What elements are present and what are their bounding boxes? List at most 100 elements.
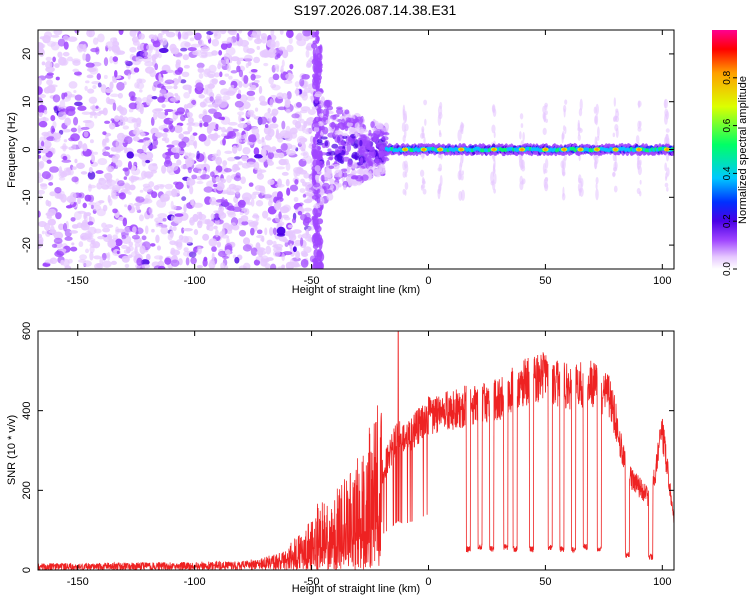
spectrogram-cell: [221, 197, 226, 206]
spectrogram-cell: [123, 136, 133, 145]
spectrogram-cell: [423, 136, 426, 146]
spectrogram-cell: [181, 71, 190, 78]
spectrogram-cell: [198, 170, 202, 174]
spectrogram-cell: [281, 252, 286, 262]
spectrogram-cell: [276, 226, 286, 236]
spectrogram-cell: [286, 90, 292, 100]
spectrogram-cell: [241, 154, 248, 162]
spectrogram-cell: [300, 250, 307, 256]
spectrogram-cell: [275, 166, 286, 170]
spectrogram-cell: [198, 133, 207, 142]
spectrogram-cell: [43, 31, 53, 39]
spectrogram-cell: [223, 167, 232, 173]
spectrogram-cell: [96, 111, 102, 117]
spectrogram-cell: [106, 234, 113, 240]
spectrogram-cell: [203, 122, 209, 127]
spectrogram-cell: [62, 35, 69, 42]
spectrogram-cell: [564, 99, 568, 105]
spectrogram-cell: [613, 161, 617, 172]
spectrogram-cell: [263, 62, 269, 67]
spectrogram-cell: [101, 138, 107, 148]
spectrogram-cell: [519, 131, 522, 140]
spectrogram-cell: [39, 112, 44, 116]
spectrogram-cell: [157, 213, 168, 219]
spectrogram-cell: [286, 131, 293, 139]
spectrogram-cell: [206, 218, 211, 225]
spectrogram-cell: [40, 140, 45, 147]
spectrogram-cell: [211, 50, 218, 56]
spectrogram-cell: [82, 53, 87, 61]
spectrogram-cell: [270, 30, 275, 36]
spectrogram-cell: [562, 148, 566, 151]
spectrogram-cell: [219, 30, 227, 35]
spectrogram-cell: [460, 124, 464, 132]
spectrogram-cell: [237, 161, 243, 166]
spectrogram-cell: [519, 113, 524, 120]
spectrogram-cell: [88, 96, 98, 104]
spectrogram-cell: [142, 185, 153, 192]
spectrogram-cell: [47, 218, 56, 226]
spectrogram-cell: [58, 194, 64, 200]
spectrogram-cell: [240, 176, 246, 185]
spectrogram-cell: [112, 102, 117, 111]
spectrogram-cell: [542, 127, 547, 136]
spectrogram-cell: [311, 31, 317, 38]
spectrogram-cell: [227, 121, 238, 126]
spectrogram-cell: [299, 188, 306, 193]
spectrogram-cell: [344, 109, 350, 115]
spectrogram-cell: [229, 42, 240, 46]
spectrogram-cell: [76, 162, 85, 169]
spectrogram-cell: [46, 159, 52, 164]
spectrogram-cell: [420, 184, 426, 189]
spectrogram-cell: [116, 250, 120, 255]
spectrogram-cell: [68, 81, 78, 89]
spectrogram-cell: [253, 259, 261, 266]
spectrogram-cell: [319, 132, 324, 136]
spectrogram-cell: [314, 91, 323, 98]
spectrogram-cell: [83, 212, 87, 220]
spectrogram-cell: [80, 171, 88, 175]
spectrogram-cell: [222, 95, 231, 101]
spectrogram-cell: [544, 183, 548, 189]
spectrogram-cell: [238, 80, 243, 88]
spectrogram-cell: [637, 165, 642, 176]
spectrogram-cell: [187, 140, 196, 146]
spectrogram-cell: [338, 169, 343, 178]
spectrogram-cell: [92, 84, 97, 89]
spectrogram-cell: [70, 191, 77, 201]
spectrogram-cell: [38, 43, 46, 49]
spectrogram-cell: [156, 245, 162, 251]
spectrogram-cell: [310, 42, 318, 49]
spectrogram-cell: [214, 107, 219, 111]
spectrogram-cell: [281, 59, 285, 67]
spectrogram-cell: [286, 187, 291, 196]
spectrogram-cell: [77, 105, 87, 111]
spectrogram-cell: [323, 173, 332, 182]
spectrogram-cell: [137, 43, 146, 51]
spectrogram-cell: [77, 197, 82, 205]
spectrogram-cell: [180, 164, 189, 170]
spectrogram-cell: [382, 132, 390, 136]
spectrogram-cell: [230, 84, 235, 89]
spectrogram-cell: [183, 227, 193, 232]
spectrogram-ytick-label: 10: [21, 96, 33, 108]
spectrogram-cell: [253, 56, 261, 64]
spectrogram-cell: [374, 158, 382, 164]
spectrogram-cell: [222, 160, 228, 167]
spectrogram-cell: [563, 154, 567, 161]
spectrogram-marks: [38, 30, 674, 269]
spectrogram-cell: [224, 249, 231, 255]
spectrogram-cell: [193, 229, 199, 236]
spectrogram-cell: [87, 221, 94, 226]
spectrogram-cell: [108, 198, 113, 206]
spectrogram-cell: [63, 92, 68, 97]
spectrogram-cell: [264, 123, 269, 128]
spectrogram-cell: [160, 70, 169, 75]
spectrogram-cell: [219, 71, 223, 78]
spectrogram-cell: [300, 237, 304, 247]
spectrogram-cell: [250, 69, 258, 73]
spectrogram-cell: [312, 136, 316, 144]
spectrogram-cell: [164, 197, 170, 201]
spectrogram-cell: [272, 227, 277, 236]
spectrogram-cell: [196, 62, 205, 69]
